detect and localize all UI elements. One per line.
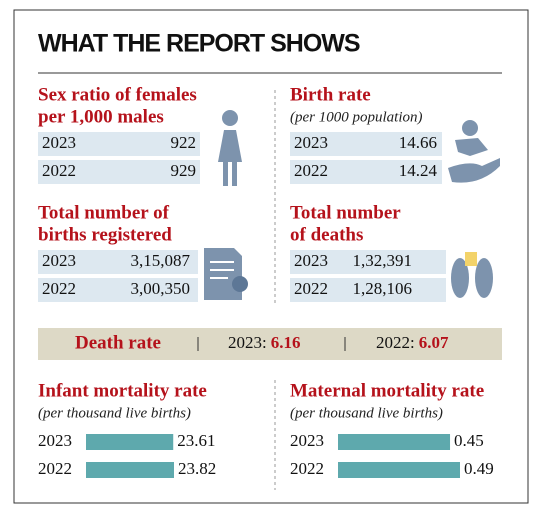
row-year: 2022 (42, 161, 76, 180)
row-value: 3,15,087 (131, 251, 191, 270)
row-year: 2022 (294, 279, 328, 298)
mortality-subtitle: (per thousand live births) (38, 405, 191, 421)
row-year: 2022 (290, 459, 324, 478)
bar (86, 434, 174, 450)
value: 6.16 (271, 333, 301, 352)
row-year: 2023 (294, 251, 328, 270)
panel-title: Total number (290, 202, 401, 223)
bar (338, 434, 451, 450)
feet-icon (451, 252, 493, 298)
frame (13, 9, 529, 504)
bar (86, 462, 174, 478)
panel-title: births registered (38, 224, 172, 245)
row-bg (290, 278, 446, 302)
death-rate-item: 2023: 6.16 (228, 333, 300, 352)
row-year: 2022 (294, 161, 328, 180)
panel-title: per 1,000 males (38, 106, 164, 127)
death-rate-item: 2022: 6.07 (376, 333, 449, 352)
row-year: 2023 (42, 133, 76, 152)
panel-title: Total number of (38, 202, 170, 223)
panel-title: Birth rate (290, 84, 371, 105)
row-bg (38, 160, 200, 184)
row-value: 14.24 (399, 161, 438, 180)
year: 2023: (228, 333, 267, 352)
row-year: 2023 (38, 431, 72, 450)
row-value: 14.66 (399, 133, 437, 152)
row-value: 3,00,350 (131, 279, 191, 298)
bar (338, 462, 460, 478)
title: WHAT THE REPORT SHOWS (38, 30, 360, 58)
bar-value: 23.61 (177, 431, 215, 450)
row-bg (290, 250, 446, 274)
bar-value: 0.49 (464, 459, 494, 478)
icons (204, 110, 500, 300)
row-bg (38, 250, 198, 274)
panel-subtitle: (per 1000 population) (290, 109, 423, 125)
row-value: 922 (171, 133, 197, 152)
row-value: 1,32,391 (353, 251, 413, 270)
bar-value: 0.45 (454, 431, 484, 450)
document-icon (204, 248, 248, 300)
row-year: 2022 (42, 279, 76, 298)
row-year: 2022 (38, 459, 72, 478)
death-rate-band (38, 328, 502, 360)
row-year: 2023 (294, 133, 328, 152)
mortality-title: Infant mortality rate (38, 380, 207, 401)
mortality-title: Maternal mortality rate (290, 380, 484, 401)
row-value: 1,28,106 (353, 279, 413, 298)
row-bg (290, 160, 442, 184)
panel-title: Sex ratio of females (38, 84, 197, 105)
baby-hand-icon (448, 120, 500, 183)
row-value: 929 (171, 161, 197, 180)
row-bg (38, 132, 200, 156)
row-bg (38, 278, 198, 302)
female-icon (218, 110, 242, 186)
value: 6.07 (419, 333, 449, 352)
row-year: 2023 (42, 251, 76, 270)
mortality-subtitle: (per thousand live births) (290, 405, 443, 421)
row-year: 2023 (290, 431, 324, 450)
bar-value: 23.82 (178, 459, 216, 478)
row-bg (290, 132, 442, 156)
year: 2022: (376, 333, 415, 352)
panel-title: of deaths (290, 224, 363, 245)
death-rate-label: Death rate (75, 332, 161, 353)
